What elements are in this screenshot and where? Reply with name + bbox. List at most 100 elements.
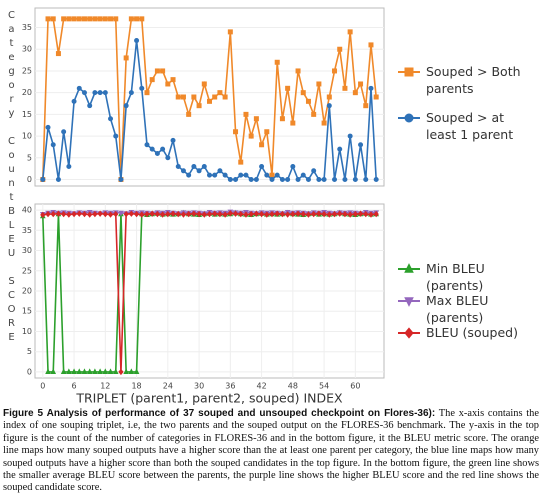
marker — [217, 168, 223, 174]
marker — [342, 210, 348, 218]
marker — [274, 210, 280, 217]
marker — [279, 116, 285, 122]
legend-swatch — [398, 263, 420, 273]
x-tick-label: 18 — [131, 382, 141, 391]
marker — [128, 210, 135, 217]
marker — [71, 368, 77, 375]
marker — [305, 176, 311, 182]
marker — [50, 368, 57, 375]
y-tick-label: 20 — [22, 88, 32, 97]
legend-swatch — [398, 327, 420, 339]
marker — [97, 16, 103, 22]
marker — [133, 210, 140, 218]
x-tick-label: 48 — [288, 382, 298, 391]
legend-swatch — [398, 67, 420, 77]
marker — [55, 210, 62, 217]
marker — [175, 94, 181, 100]
legend-item: Min BLEU (parents) — [398, 260, 538, 294]
x-tick-label: 36 — [225, 382, 235, 391]
marker — [290, 210, 296, 218]
marker — [144, 210, 150, 218]
y-tick-label: 40 — [22, 206, 32, 215]
y-tick-label: 35 — [22, 226, 32, 235]
marker — [45, 210, 51, 218]
marker — [337, 146, 343, 152]
marker — [342, 176, 348, 182]
marker — [274, 172, 280, 178]
marker — [92, 210, 98, 218]
caption-text: The x-axis contains the index of one sou… — [3, 408, 539, 494]
marker — [81, 210, 88, 218]
marker — [71, 16, 77, 22]
x-tick-label: 12 — [100, 382, 110, 391]
y-tick-label: 25 — [22, 266, 32, 275]
marker — [373, 210, 379, 218]
x-tick-label: 24 — [163, 382, 173, 391]
legend-swatch — [398, 113, 420, 123]
marker — [81, 16, 87, 22]
marker — [180, 211, 187, 218]
marker — [207, 172, 212, 178]
marker — [284, 211, 291, 218]
x-axis-title: TRIPLET (parent1, parent2, souped) INDEX — [75, 391, 343, 406]
marker — [212, 94, 218, 100]
marker — [133, 368, 140, 375]
marker — [358, 142, 364, 148]
y-tick-label: 10 — [22, 327, 32, 336]
marker — [165, 155, 171, 161]
marker — [139, 16, 145, 22]
marker — [264, 129, 270, 135]
marker — [300, 172, 306, 178]
marker — [279, 176, 285, 182]
marker — [363, 103, 369, 109]
marker — [40, 176, 46, 182]
marker — [154, 150, 160, 156]
marker — [337, 46, 343, 52]
marker — [300, 90, 306, 96]
marker — [123, 103, 129, 109]
marker — [118, 176, 124, 182]
marker — [290, 163, 296, 169]
marker — [279, 210, 286, 218]
marker — [50, 142, 56, 148]
marker — [97, 90, 103, 96]
marker — [40, 211, 46, 219]
marker — [253, 210, 260, 217]
marker — [373, 94, 379, 100]
marker — [368, 211, 374, 218]
x-tick-label: 0 — [40, 382, 45, 391]
y-tick-label: 30 — [22, 246, 32, 255]
y-tick-label: 0 — [27, 367, 32, 376]
marker — [66, 211, 72, 218]
marker — [76, 16, 82, 22]
marker — [61, 16, 67, 22]
marker — [404, 67, 414, 77]
marker — [175, 210, 181, 218]
legend-swatch — [398, 297, 420, 307]
marker — [305, 211, 312, 218]
marker — [76, 368, 83, 375]
legend-label: Min BLEU (parents) — [426, 261, 485, 293]
y-tick-label: 10 — [22, 132, 32, 141]
marker — [196, 103, 202, 109]
marker — [86, 368, 93, 375]
x-tick-label: 42 — [256, 382, 266, 391]
marker — [321, 210, 327, 218]
marker — [66, 368, 72, 375]
y-tick-label: 20 — [22, 287, 32, 296]
marker — [321, 176, 327, 182]
marker — [165, 81, 171, 87]
marker — [186, 111, 192, 117]
marker — [55, 51, 61, 57]
y-tick-label: 5 — [27, 347, 32, 356]
marker — [332, 176, 338, 182]
marker — [295, 176, 301, 182]
marker — [217, 210, 223, 218]
marker — [112, 368, 119, 375]
marker — [326, 211, 332, 218]
marker — [92, 16, 98, 22]
marker — [259, 163, 265, 169]
marker — [191, 163, 197, 169]
marker — [233, 176, 239, 182]
marker — [206, 210, 213, 218]
